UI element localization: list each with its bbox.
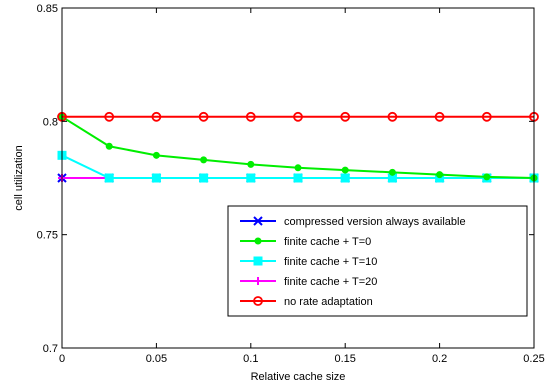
data-point: [247, 160, 255, 168]
x-tick-label: 0.05: [146, 353, 167, 365]
data-point: [198, 111, 209, 122]
legend-swatch-marker: [253, 256, 263, 266]
data-point: [388, 168, 396, 176]
data-point: [246, 173, 256, 183]
data-point: [340, 173, 350, 183]
legend-label: no rate adaptation: [284, 296, 373, 308]
data-point: [436, 171, 444, 179]
legend-label: finite cache + T=20: [284, 276, 377, 288]
data-point: [481, 111, 492, 122]
legend-entry: no rate adaptation: [240, 296, 373, 308]
legend-entry: finite cache + T=10: [240, 256, 377, 268]
data-point: [293, 173, 303, 183]
series-1: [58, 113, 538, 182]
legend-swatch-marker: [254, 237, 262, 245]
data-point: [387, 111, 398, 122]
data-point: [151, 111, 162, 122]
data-point: [104, 111, 115, 122]
legend-label: finite cache + T=10: [284, 256, 377, 268]
data-point: [340, 111, 351, 122]
x-tick-label: 0: [59, 353, 65, 365]
x-tick-label: 0.2: [432, 353, 447, 365]
legend-label: finite cache + T=0: [284, 236, 371, 248]
y-tick-label: 0.7: [43, 343, 58, 355]
data-point: [105, 142, 113, 150]
data-point: [434, 111, 445, 122]
axes: 0 0.05 0.1 0.15 0.2 0.25 0.7 0.75 0.8 0.85: [37, 3, 545, 365]
x-tick-label: 0.25: [523, 353, 544, 365]
data-point: [152, 151, 160, 159]
data-point: [483, 173, 491, 181]
data-point: [341, 166, 349, 174]
x-tick-label: 0.1: [243, 353, 258, 365]
data-point: [293, 111, 303, 122]
series-layer: [57, 111, 539, 183]
data-point: [199, 173, 209, 183]
data-point: [151, 173, 161, 183]
y-tick-label: 0.85: [37, 3, 58, 15]
x-tick-label: 0.15: [334, 353, 355, 365]
legend-label: compressed version always available: [284, 216, 466, 228]
legend: compressed version always available finit…: [227, 205, 528, 317]
y-tick-label: 0.75: [37, 230, 58, 242]
legend-swatch-marker: [253, 216, 263, 226]
axes-box: [61, 7, 535, 349]
data-point: [200, 156, 208, 164]
legend-box: [227, 205, 528, 317]
legend-entry: compressed version always available: [240, 216, 466, 228]
legend-swatch-marker: [253, 296, 263, 306]
x-axis-label: Relative cache size: [251, 371, 346, 383]
y-tick-label: 0.8: [43, 116, 58, 128]
y-axis-label: cell utilization: [13, 145, 25, 210]
data-point: [294, 164, 302, 172]
legend-swatch-marker: [254, 277, 262, 285]
data-point: [104, 173, 114, 183]
legend-entry: finite cache + T=0: [240, 236, 371, 248]
legend-entry: finite cache + T=20: [240, 276, 377, 288]
data-point: [245, 111, 256, 122]
